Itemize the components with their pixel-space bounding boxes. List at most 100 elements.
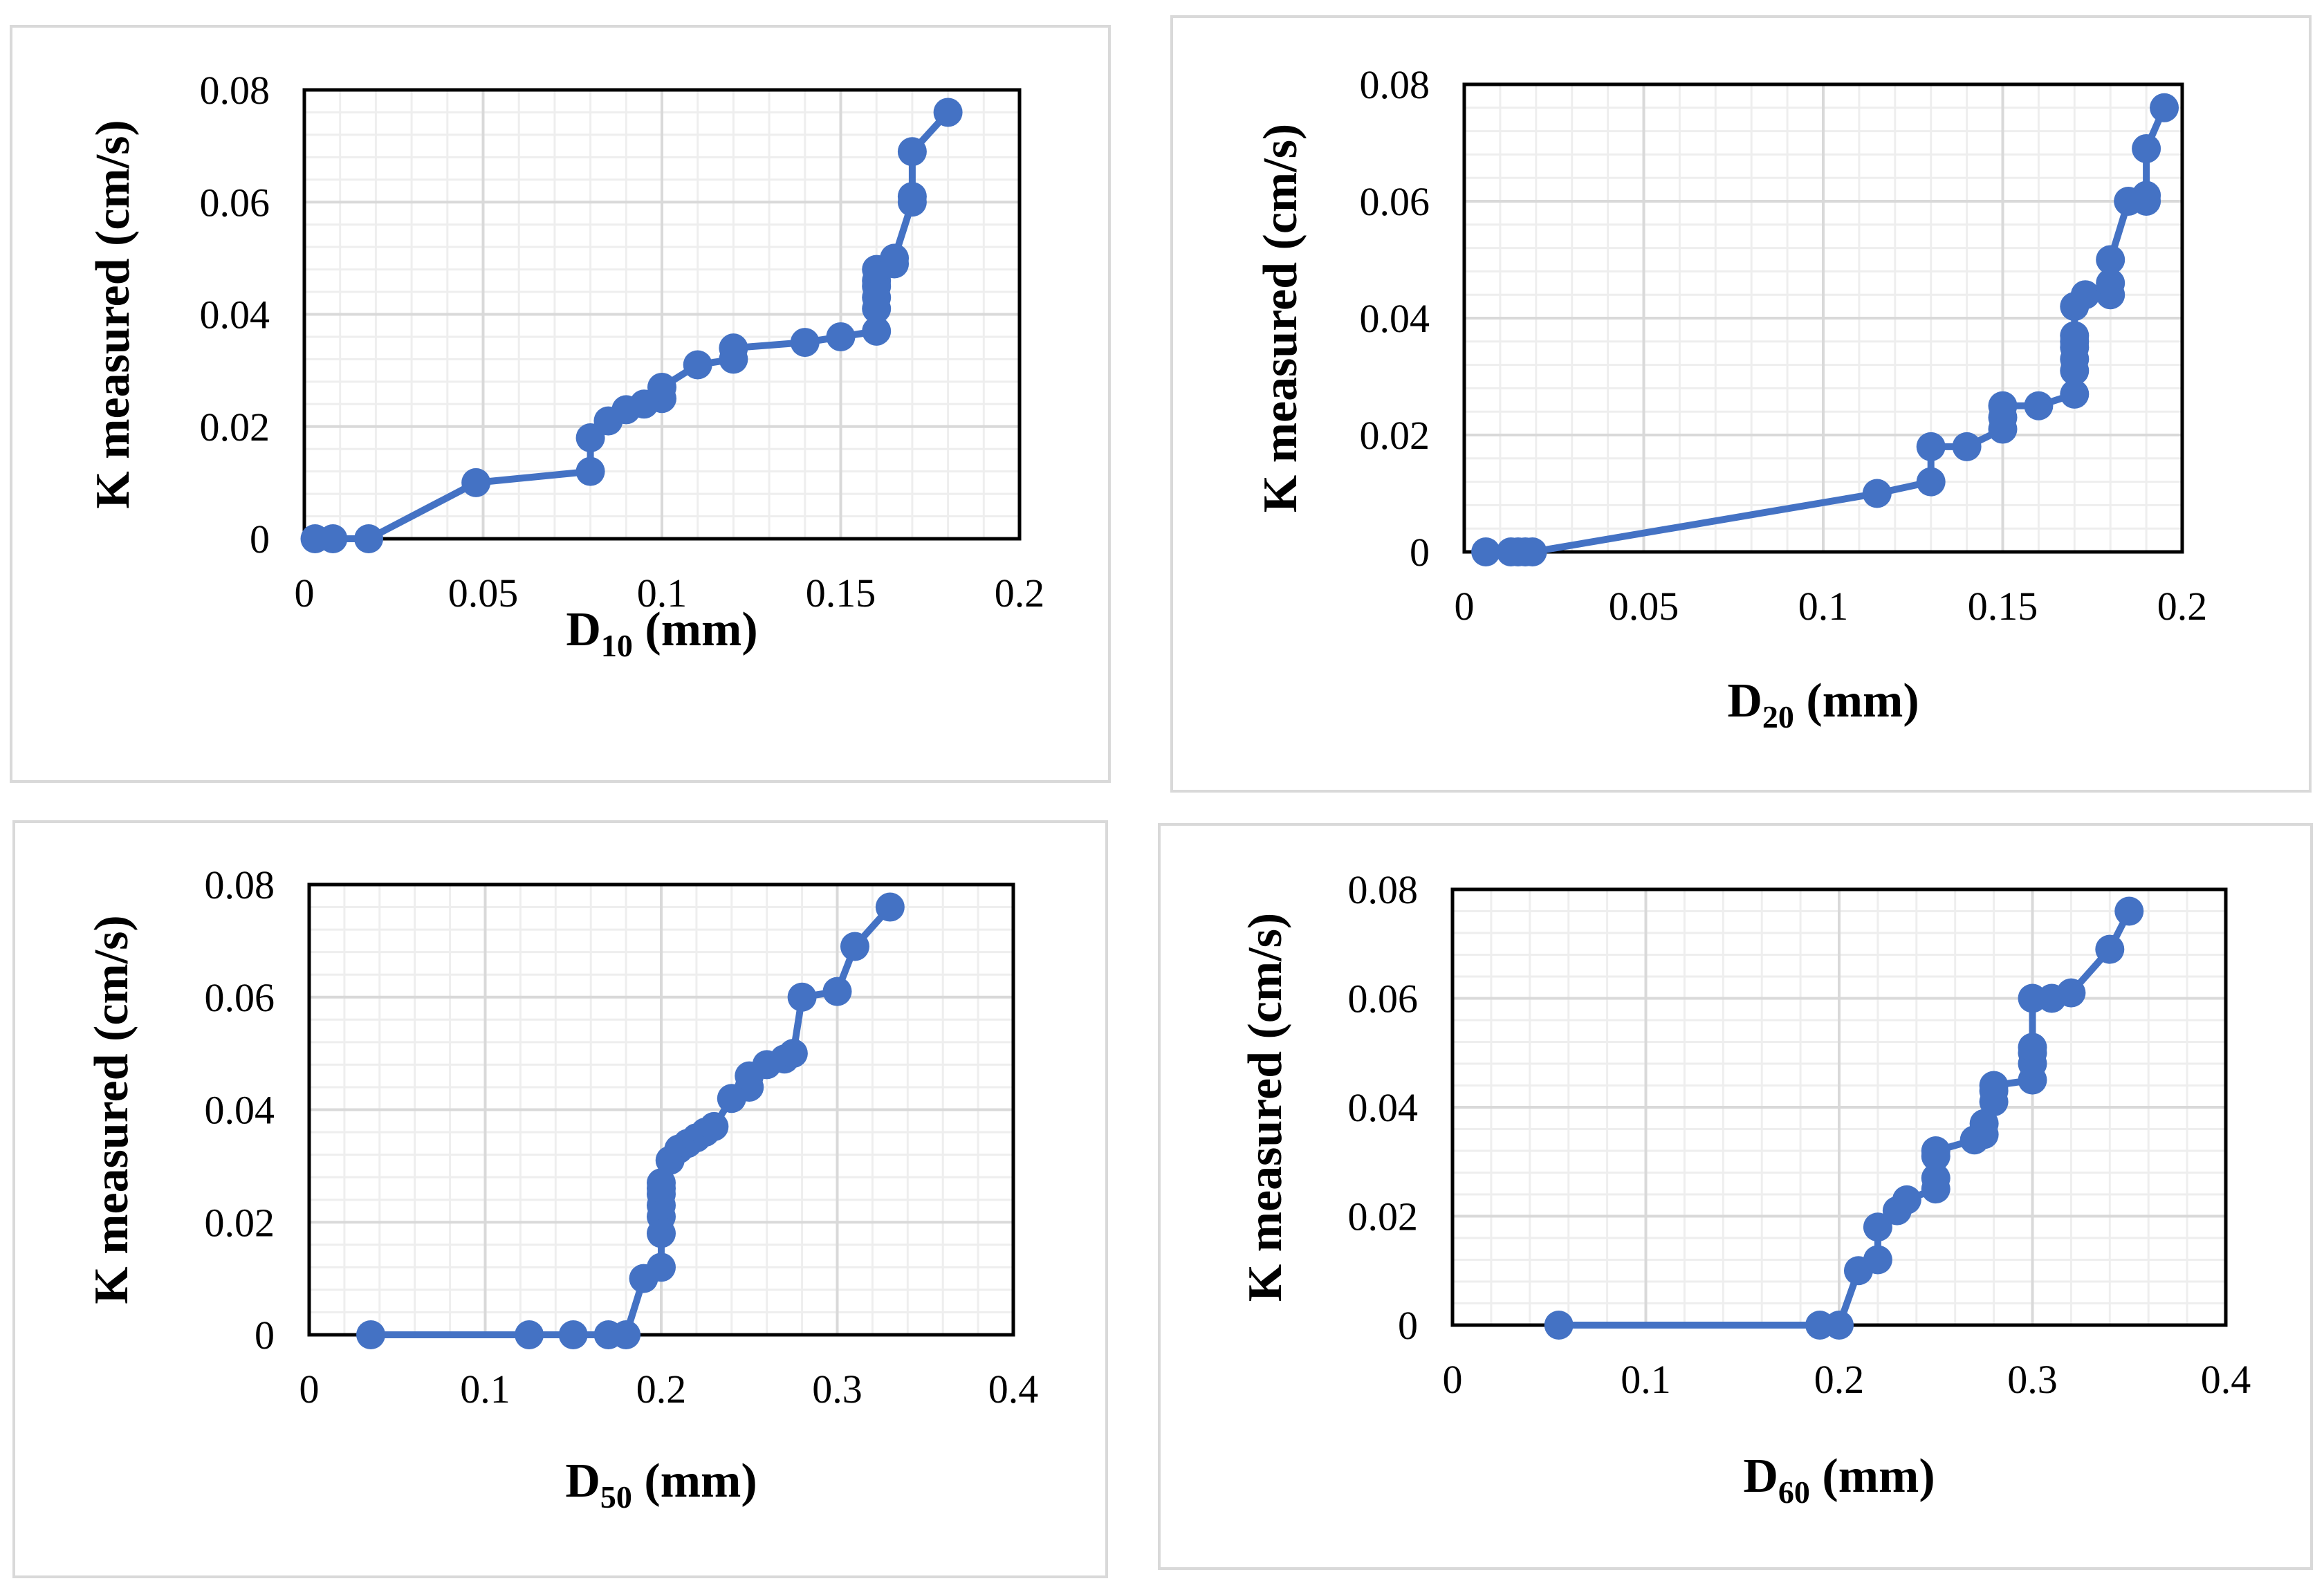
data-point xyxy=(1988,391,2018,420)
x-tick-label: 0.2 xyxy=(1814,1357,1865,1402)
y-tick-label: 0.08 xyxy=(1360,62,1430,107)
data-point xyxy=(2060,379,2090,409)
x-tick-label: 0.4 xyxy=(988,1367,1039,1412)
y-axis-title: K measured (cm/s) xyxy=(1254,124,1307,513)
x-tick-label: 0.2 xyxy=(995,571,1045,616)
data-point xyxy=(1979,1071,2009,1100)
y-axis-title: K measured (cm/s) xyxy=(86,120,140,509)
y-tick-label: 0.04 xyxy=(200,293,270,338)
data-point xyxy=(840,932,869,961)
data-point xyxy=(1518,537,1547,566)
data-point xyxy=(862,316,892,346)
data-point xyxy=(1952,432,1982,461)
data-point xyxy=(461,468,491,497)
x-tick-label: 0.05 xyxy=(1609,584,1679,629)
data-point xyxy=(683,350,712,380)
data-point xyxy=(1825,1311,1854,1340)
x-tick-label: 0.4 xyxy=(2201,1357,2251,1402)
data-point xyxy=(699,1111,729,1141)
data-point xyxy=(2056,978,2086,1008)
x-tick-label: 0.1 xyxy=(460,1367,510,1412)
y-tick-label: 0 xyxy=(255,1313,275,1358)
data-point xyxy=(778,1039,808,1069)
data-point xyxy=(1892,1185,1921,1214)
x-tick-label: 0.1 xyxy=(637,571,688,616)
data-point xyxy=(897,182,927,212)
x-tick-label: 0 xyxy=(1455,584,1475,629)
x-tick-label: 0.2 xyxy=(2157,584,2208,629)
y-tick-label: 0.06 xyxy=(205,975,275,1020)
data-point xyxy=(611,1320,641,1349)
chart-panel-d60: 0 0.1 0.2 0.3 0.4 0 0.02 0.04 0.06 0.08 K measured… xyxy=(1158,823,2313,1570)
data-point xyxy=(1862,479,1892,508)
data-point xyxy=(2060,321,2090,351)
data-point xyxy=(1969,1109,1999,1138)
data-point xyxy=(647,1168,676,1198)
data-point xyxy=(647,372,676,402)
data-point xyxy=(933,98,963,127)
data-point xyxy=(822,977,852,1006)
data-point xyxy=(2132,181,2161,210)
y-tick-label: 0 xyxy=(1398,1303,1418,1348)
x-axis-title: D20 (mm) xyxy=(1727,674,1919,734)
plot-area-frame xyxy=(307,882,1015,1337)
data-point xyxy=(2096,268,2125,298)
y-tick-label: 0.02 xyxy=(205,1200,275,1245)
data-point xyxy=(575,456,605,486)
x-tick-label: 0.15 xyxy=(806,571,876,616)
y-tick-label: 0.04 xyxy=(205,1088,275,1133)
x-tick-label: 0.15 xyxy=(1968,584,2038,629)
chart-d10: 0 0.05 0.1 0.15 0.2 0 0.02 0.04 0.06 0.08 K measur… xyxy=(86,68,1045,663)
x-tick-label: 0.05 xyxy=(448,571,519,616)
data-point xyxy=(2150,93,2179,122)
series-line xyxy=(311,109,952,542)
chart-panel-d20: 0 0.05 0.1 0.15 0.2 0 0.02 0.04 0.06 0.08 K measur… xyxy=(1170,15,2312,793)
y-tick-label: 0.02 xyxy=(1348,1194,1419,1239)
x-axis-title: D10 (mm) xyxy=(566,603,757,663)
y-axis-title: K measured (cm/s) xyxy=(1239,913,1292,1302)
chart-d60: 0 0.1 0.2 0.3 0.4 0 0.02 0.04 0.06 0.08 K measured… xyxy=(1239,867,2251,1510)
y-tick-label: 0.02 xyxy=(200,405,270,450)
data-point xyxy=(1921,1163,1950,1193)
y-tick-label: 0.08 xyxy=(200,68,270,113)
series-line xyxy=(367,903,894,1338)
data-point xyxy=(1916,467,1946,497)
chart-panel-d10: 0 0.05 0.1 0.15 0.2 0 0.02 0.04 0.06 0.08 K measur… xyxy=(10,25,1111,783)
data-point xyxy=(647,1252,676,1282)
x-tick-label: 0 xyxy=(295,571,315,616)
series-line xyxy=(1555,907,2133,1329)
y-tick-label: 0.08 xyxy=(1348,867,1419,912)
y-tick-label: 0.06 xyxy=(1360,179,1430,224)
plot-area-frame xyxy=(1462,82,2184,554)
data-point xyxy=(826,322,856,351)
y-tick-label: 0 xyxy=(250,517,270,562)
data-point xyxy=(1921,1136,1950,1165)
y-tick-label: 0.06 xyxy=(1348,977,1419,1022)
plot-area-frame xyxy=(302,88,1022,541)
chart-panel-d50: 0 0.1 0.2 0.3 0.4 0 0.02 0.04 0.06 0.08 K measured… xyxy=(12,820,1108,1578)
data-point xyxy=(2132,133,2161,163)
data-point xyxy=(356,1320,386,1349)
data-point xyxy=(1863,1212,1892,1242)
x-tick-label: 0.3 xyxy=(2007,1357,2058,1402)
data-point xyxy=(2095,934,2125,964)
data-point xyxy=(2024,391,2054,420)
data-point xyxy=(1863,1245,1892,1275)
data-point xyxy=(790,328,820,358)
x-tick-label: 0.1 xyxy=(1621,1357,1671,1402)
x-tick-label: 0 xyxy=(1443,1357,1463,1402)
y-tick-label: 0.04 xyxy=(1360,296,1430,341)
data-point xyxy=(897,137,927,167)
data-point xyxy=(558,1320,588,1349)
x-axis-title: D50 (mm) xyxy=(565,1454,757,1515)
data-point xyxy=(1471,537,1501,566)
data-point xyxy=(2114,896,2144,926)
y-tick-label: 0.08 xyxy=(205,862,275,907)
data-point xyxy=(354,524,384,553)
chart-d50: 0 0.1 0.2 0.3 0.4 0 0.02 0.04 0.06 0.08 K measured… xyxy=(85,862,1039,1515)
data-point xyxy=(2070,280,2100,310)
x-tick-label: 0.2 xyxy=(636,1367,687,1412)
x-axis-title: D60 (mm) xyxy=(1743,1450,1935,1510)
x-tick-label: 0 xyxy=(299,1367,320,1412)
data-point xyxy=(875,892,905,922)
